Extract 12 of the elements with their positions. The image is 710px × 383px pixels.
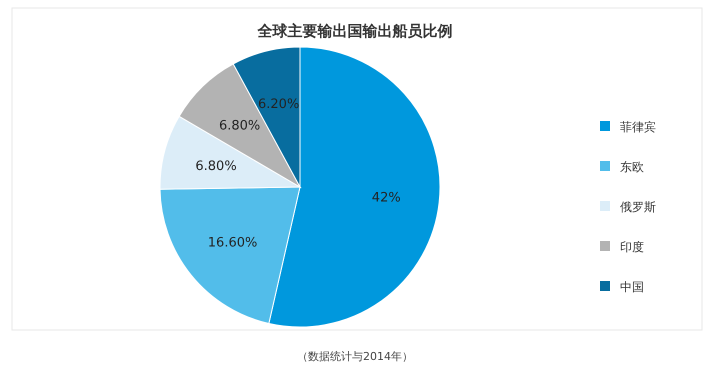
legend-label: 俄罗斯 [620,200,656,214]
text: （数据统计与2014年） [297,350,413,363]
chart-title: 全球主要输出国输出船员比例 [256,22,452,40]
data-label: 6.80% [218,118,260,134]
legend-label: 菲律宾 [620,120,656,134]
data-label: 16.60% [208,236,258,251]
data-label: 6.80% [195,158,237,174]
data-label: 6.20% [258,96,300,112]
legend-label: 东欧 [620,160,644,174]
legend-label: 中国 [620,280,644,294]
legend-label: 印度 [620,240,644,254]
data-label: 42% [372,190,401,206]
